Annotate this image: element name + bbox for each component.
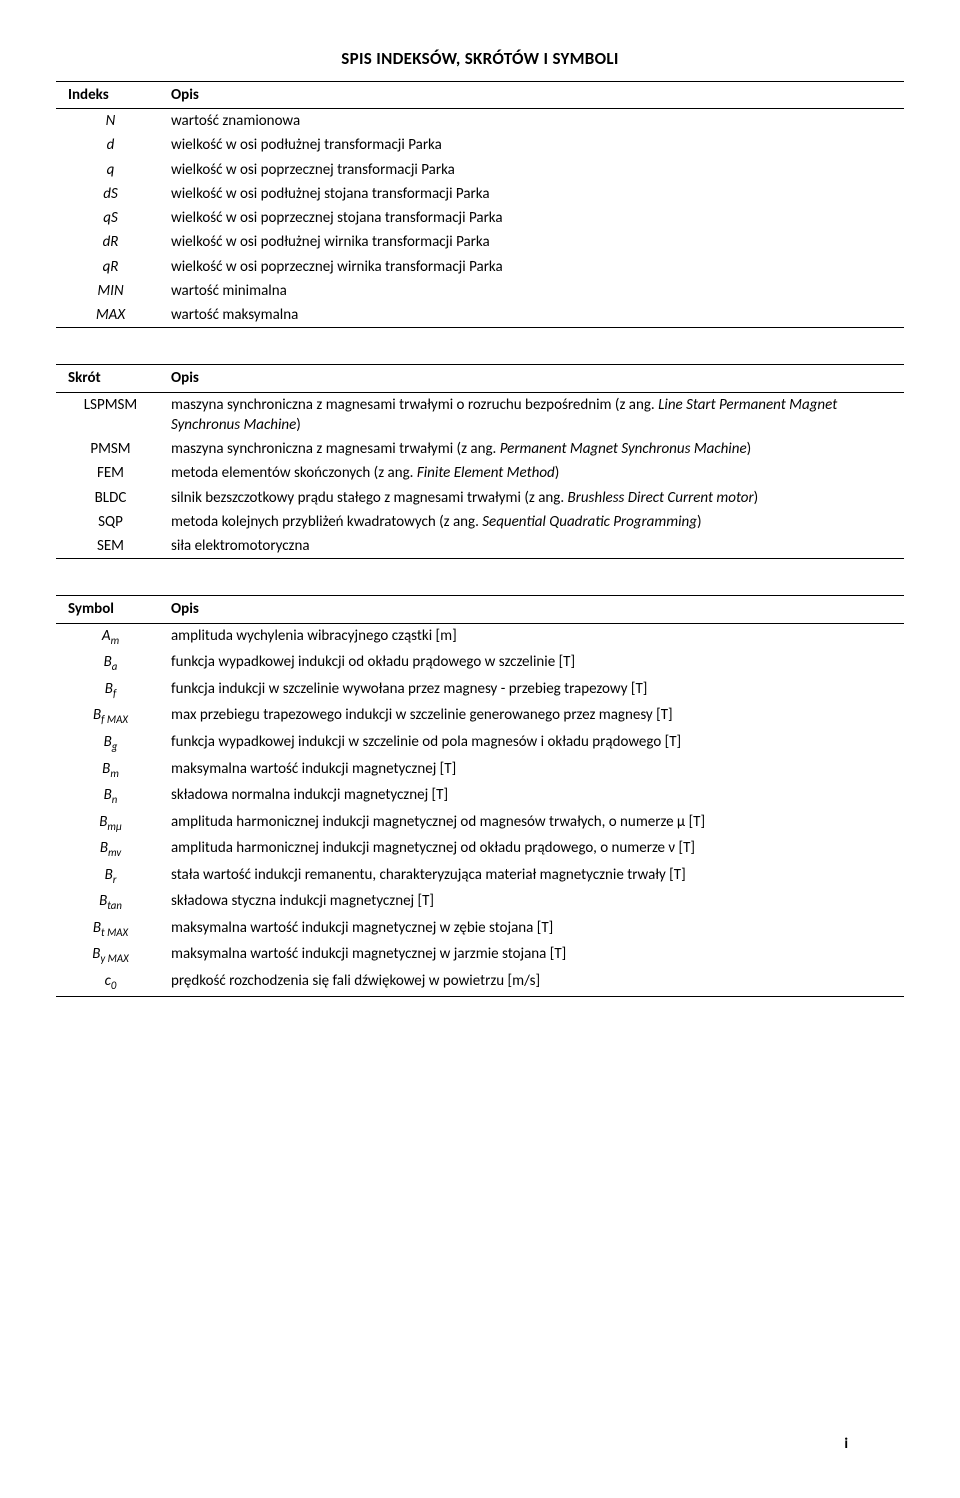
symbol-key: Btan <box>56 889 169 916</box>
table-row: Bt MAXmaksymalna wartość indukcji magnet… <box>56 916 904 943</box>
table-row: qRwielkość w osi poprzecznej wirnika tra… <box>56 255 904 279</box>
symbol-desc: maksymalna wartość indukcji magnetycznej… <box>169 942 904 969</box>
skrot-key: SEM <box>56 534 169 559</box>
skrot-key: BLDC <box>56 486 169 510</box>
skrot-key: SQP <box>56 510 169 534</box>
table-row: c0prędkość rozchodzenia się fali dźwięko… <box>56 969 904 996</box>
table-row: Bf MAXmax przebiegu trapezowego indukcji… <box>56 703 904 730</box>
table-row: Bafunkcja wypadkowej indukcji od okładu … <box>56 650 904 677</box>
indeks-desc: wielkość w osi poprzecznej stojana trans… <box>169 206 904 230</box>
table-row: By MAXmaksymalna wartość indukcji magnet… <box>56 942 904 969</box>
skrot-desc: metoda elementów skończonych (z ang. Fin… <box>169 461 904 485</box>
symbol-key: Bmv <box>56 836 169 863</box>
symbol-desc: maksymalna wartość indukcji magnetycznej… <box>169 757 904 784</box>
symbol-key: c0 <box>56 969 169 996</box>
table-row: Brstała wartość indukcji remanentu, char… <box>56 863 904 890</box>
table-row: Bmμamplituda harmonicznej indukcji magne… <box>56 810 904 837</box>
skrot-key: FEM <box>56 461 169 485</box>
table-row: dSwielkość w osi podłużnej stojana trans… <box>56 182 904 206</box>
page-number: i <box>844 1434 848 1454</box>
indeks-key: qS <box>56 206 169 230</box>
skrot-desc: siła elektromotoryczna <box>169 534 904 559</box>
symbol-desc: stała wartość indukcji remanentu, charak… <box>169 863 904 890</box>
symbol-key: Bt MAX <box>56 916 169 943</box>
symbol-desc: max przebiegu trapezowego indukcji w szc… <box>169 703 904 730</box>
skrot-table: Skrót Opis LSPMSMmaszyna synchroniczna z… <box>56 364 904 559</box>
indeks-key: q <box>56 158 169 182</box>
table-row: SQPmetoda kolejnych przybliżeń kwadratow… <box>56 510 904 534</box>
skrot-header-opis: Opis <box>169 365 904 392</box>
symbol-desc: amplituda harmonicznej indukcji magnetyc… <box>169 836 904 863</box>
table-row: dRwielkość w osi podłużnej wirnika trans… <box>56 230 904 254</box>
symbol-desc: składowa normalna indukcji magnetycznej … <box>169 783 904 810</box>
table-row: Bffunkcja indukcji w szczelinie wywołana… <box>56 677 904 704</box>
symbol-table: Symbol Opis Amamplituda wychylenia wibra… <box>56 595 904 996</box>
table-row: qSwielkość w osi poprzecznej stojana tra… <box>56 206 904 230</box>
symbol-desc: amplituda harmonicznej indukcji magnetyc… <box>169 810 904 837</box>
indeks-header-opis: Opis <box>169 81 904 108</box>
indeks-key: dS <box>56 182 169 206</box>
page-title: SPIS INDEKSÓW, SKRÓTÓW I SYMBOLI <box>56 48 904 71</box>
table-row: SEMsiła elektromotoryczna <box>56 534 904 559</box>
symbol-key: Bg <box>56 730 169 757</box>
skrot-desc: metoda kolejnych przybliżeń kwadratowych… <box>169 510 904 534</box>
table-row: LSPMSMmaszyna synchroniczna z magnesami … <box>56 392 904 437</box>
skrot-desc: maszyna synchroniczna z magnesami trwały… <box>169 437 904 461</box>
symbol-desc: maksymalna wartość indukcji magnetycznej… <box>169 916 904 943</box>
table-row: MAXwartość maksymalna <box>56 303 904 328</box>
symbol-key: Bf MAX <box>56 703 169 730</box>
indeks-key: dR <box>56 230 169 254</box>
indeks-desc: wielkość w osi poprzecznej wirnika trans… <box>169 255 904 279</box>
table-row: Bmmaksymalna wartość indukcji magnetyczn… <box>56 757 904 784</box>
table-row: Btanskładowa styczna indukcji magnetyczn… <box>56 889 904 916</box>
table-row: Bmvamplituda harmonicznej indukcji magne… <box>56 836 904 863</box>
table-row: Nwartość znamionowa <box>56 109 904 134</box>
table-row: Amamplituda wychylenia wibracyjnego cząs… <box>56 623 904 650</box>
symbol-key: Bn <box>56 783 169 810</box>
indeks-desc: wielkość w osi podłużnej stojana transfo… <box>169 182 904 206</box>
skrot-desc: maszyna synchroniczna z magnesami trwały… <box>169 392 904 437</box>
indeks-key: qR <box>56 255 169 279</box>
symbol-key: Am <box>56 623 169 650</box>
table-row: MINwartość minimalna <box>56 279 904 303</box>
indeks-key: MIN <box>56 279 169 303</box>
indeks-desc: wielkość w osi poprzecznej transformacji… <box>169 158 904 182</box>
indeks-key: d <box>56 133 169 157</box>
table-row: BLDCsilnik bezszczotkowy prądu stałego z… <box>56 486 904 510</box>
symbol-desc: funkcja wypadkowej indukcji od okładu pr… <box>169 650 904 677</box>
table-row: FEMmetoda elementów skończonych (z ang. … <box>56 461 904 485</box>
indeks-table: Indeks Opis Nwartość znamionowadwielkość… <box>56 81 904 329</box>
symbol-header-key: Symbol <box>56 596 169 623</box>
indeks-desc: wartość maksymalna <box>169 303 904 328</box>
symbol-desc: amplituda wychylenia wibracyjnego cząstk… <box>169 623 904 650</box>
symbol-key: Ba <box>56 650 169 677</box>
indeks-key: MAX <box>56 303 169 328</box>
symbol-key: Bmμ <box>56 810 169 837</box>
symbol-key: By MAX <box>56 942 169 969</box>
table-row: Bnskładowa normalna indukcji magnetyczne… <box>56 783 904 810</box>
table-row: PMSMmaszyna synchroniczna z magnesami tr… <box>56 437 904 461</box>
symbol-key: Br <box>56 863 169 890</box>
indeks-header-key: Indeks <box>56 81 169 108</box>
symbol-desc: prędkość rozchodzenia się fali dźwiękowe… <box>169 969 904 996</box>
symbol-desc: funkcja wypadkowej indukcji w szczelinie… <box>169 730 904 757</box>
symbol-key: Bf <box>56 677 169 704</box>
table-row: Bgfunkcja wypadkowej indukcji w szczelin… <box>56 730 904 757</box>
skrot-key: PMSM <box>56 437 169 461</box>
indeks-desc: wielkość w osi podłużnej transformacji P… <box>169 133 904 157</box>
symbol-header-opis: Opis <box>169 596 904 623</box>
skrot-desc: silnik bezszczotkowy prądu stałego z mag… <box>169 486 904 510</box>
indeks-desc: wartość minimalna <box>169 279 904 303</box>
table-row: dwielkość w osi podłużnej transformacji … <box>56 133 904 157</box>
indeks-key: N <box>56 109 169 134</box>
skrot-key: LSPMSM <box>56 392 169 437</box>
symbol-key: Bm <box>56 757 169 784</box>
symbol-desc: składowa styczna indukcji magnetycznej [… <box>169 889 904 916</box>
indeks-desc: wartość znamionowa <box>169 109 904 134</box>
indeks-desc: wielkość w osi podłużnej wirnika transfo… <box>169 230 904 254</box>
table-row: qwielkość w osi poprzecznej transformacj… <box>56 158 904 182</box>
skrot-header-key: Skrót <box>56 365 169 392</box>
symbol-desc: funkcja indukcji w szczelinie wywołana p… <box>169 677 904 704</box>
